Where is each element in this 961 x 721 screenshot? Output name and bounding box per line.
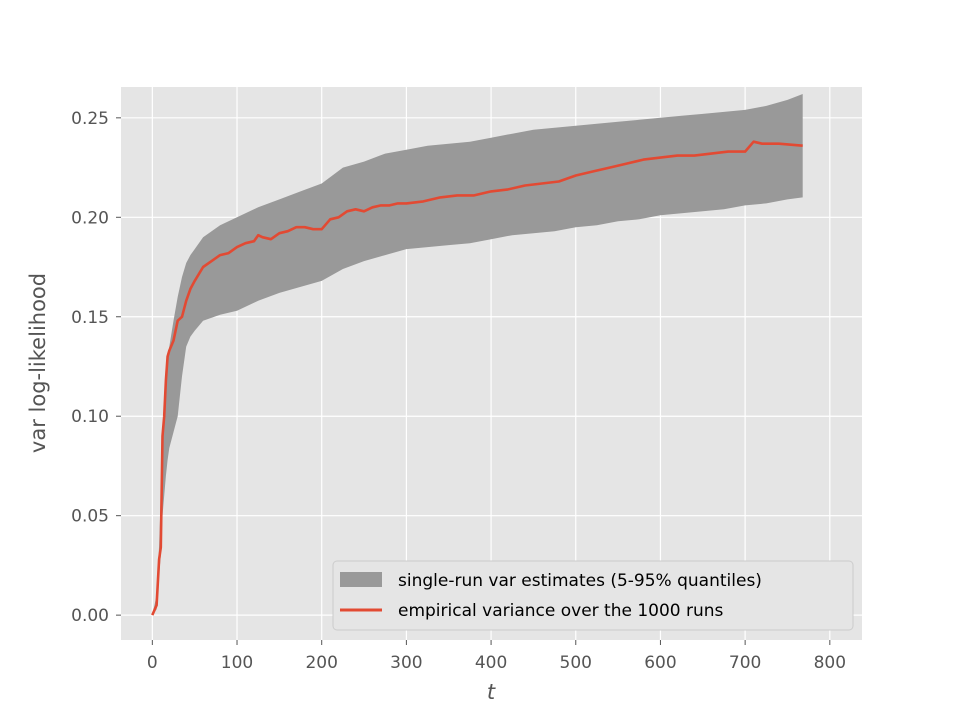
x-tick-label: 600 [644, 653, 676, 673]
empirical-variance-line [151, 140, 803, 616]
y-axis-label: var log-likelihood [26, 273, 50, 453]
legend-band-label: single-run var estimates (5-95% quantile… [398, 571, 762, 591]
quantile-band-layer [152, 94, 803, 616]
y-tick-label: 0.00 [71, 606, 109, 626]
y-tick-label: 0.10 [71, 407, 109, 427]
y-axis-ticks: 0.00 0.05 0.10 0.15 0.20 0.25 [71, 109, 121, 626]
x-tick-label: 400 [475, 653, 507, 673]
x-axis-label: t [487, 680, 496, 704]
x-tick-label: 800 [814, 653, 846, 673]
quantile-band [152, 94, 803, 616]
y-tick-label: 0.25 [71, 109, 109, 129]
y-tick-label: 0.05 [71, 507, 109, 527]
y-tick-label: 0.20 [71, 208, 109, 228]
x-tick-label: 100 [221, 653, 253, 673]
x-tick-label: 500 [560, 653, 592, 673]
x-tick-label: 700 [729, 653, 761, 673]
empirical-variance-layer [151, 140, 803, 616]
x-tick-label: 0 [147, 653, 158, 673]
legend-box [332, 560, 854, 631]
x-tick-label: 200 [305, 653, 337, 673]
y-tick-label: 0.15 [71, 308, 109, 328]
x-tick-label: 300 [390, 653, 422, 673]
x-axis-ticks: 0 100 200 300 400 500 600 700 800 [147, 640, 846, 673]
legend: single-run var estimates (5-95% quantile… [332, 560, 854, 631]
legend-band-swatch [340, 572, 382, 587]
legend-line-label: empirical variance over the 1000 runs [398, 601, 724, 621]
